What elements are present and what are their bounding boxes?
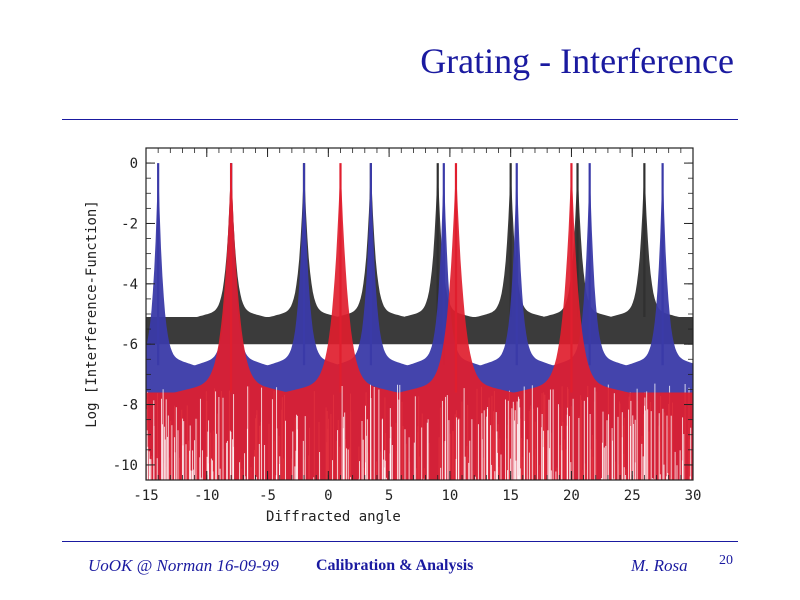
footer-topic: Calibration & Analysis [316,557,474,574]
x-tick-label: -5 [259,488,276,504]
x-tick-label: -15 [133,488,158,504]
x-tick-label: 5 [385,488,393,504]
slide-title: Grating - Interference [420,41,734,81]
page-number: 20 [719,553,733,568]
series-band [146,167,693,480]
y-tick-label: -2 [121,216,138,232]
title-divider [62,119,738,120]
interference-chart: -15 -10 -5 0 5 10 15 20 25 30 0 -2 -4 -6 -8 -10 Diffrac… [84,147,702,525]
y-tick-label: -10 [113,458,138,474]
x-axis-label: Diffracted angle [266,509,401,525]
y-tick-label: 0 [130,156,138,172]
x-tick-label: 10 [441,488,458,504]
x-tick-label: 0 [324,488,332,504]
footer-author: M. Rosa [631,556,688,575]
x-tick-label: 25 [624,488,641,504]
x-tick-label: 30 [685,488,702,504]
y-tick-label: -4 [121,277,138,293]
footer-venue: UoOK @ Norman 16-09-99 [88,556,279,575]
series-band [146,171,693,345]
footer-divider [62,541,738,542]
x-tick-label: 20 [563,488,580,504]
y-axis-label: Log [Interference-Function] [84,200,100,428]
y-tick-label: -6 [121,337,138,353]
y-tick-label: -8 [121,398,138,414]
x-tick-label: -10 [194,488,219,504]
series-red [146,163,693,480]
x-tick-label: 15 [502,488,519,504]
